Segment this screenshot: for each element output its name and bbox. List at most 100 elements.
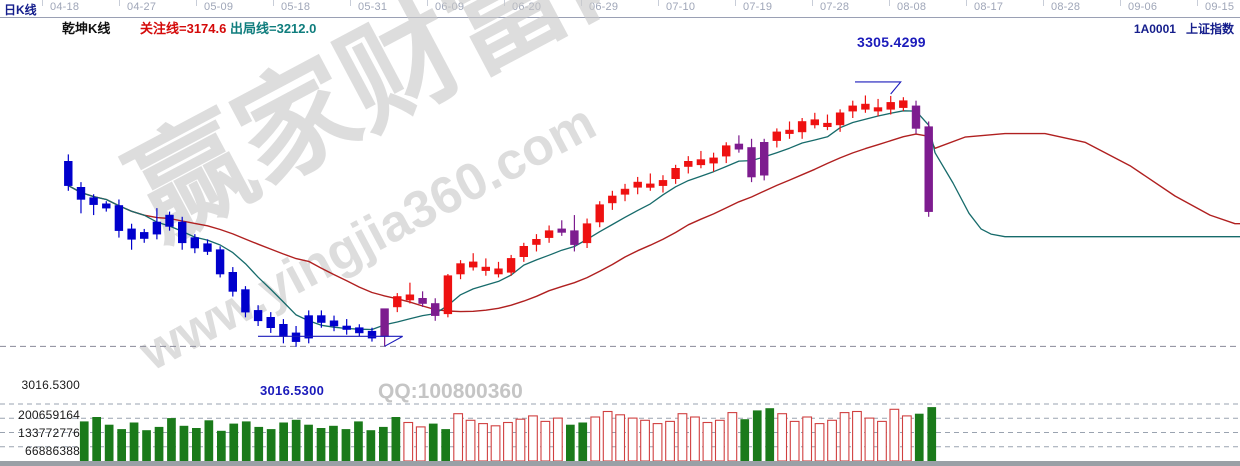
volume-bar xyxy=(490,425,501,462)
candle-body xyxy=(443,275,453,315)
volume-bar xyxy=(217,430,226,462)
focus-line-label: 关注线=3174.6 xyxy=(140,21,227,36)
volume-bar xyxy=(566,424,575,461)
candle-body xyxy=(734,143,744,150)
candle-body xyxy=(367,330,377,339)
exit-line-label: 出局线=3212.0 xyxy=(230,21,317,36)
low-leader-line xyxy=(258,335,403,347)
candle-body xyxy=(342,325,351,330)
date-axis-tick: 08-08 xyxy=(897,1,927,13)
volume-bar xyxy=(341,429,351,461)
volume-bar xyxy=(714,419,725,462)
candle-body xyxy=(519,246,529,258)
volume-bar xyxy=(329,425,338,461)
volume-bar xyxy=(590,416,601,462)
date-axis-separator xyxy=(889,0,890,6)
volume-bar xyxy=(167,418,176,461)
volume-bar xyxy=(503,421,513,462)
candle-body xyxy=(329,320,339,327)
volume-chart-pane[interactable] xyxy=(0,396,1240,466)
volume-bar xyxy=(777,413,788,462)
price-chart-pane[interactable] xyxy=(0,26,1240,396)
candle-body xyxy=(481,266,490,271)
volume-bar xyxy=(852,410,862,462)
candle-body xyxy=(633,181,642,188)
date-axis: 日K线 04-18 04-27 05-09 05-18 05-31 06-09 06-20 0… xyxy=(0,0,1240,18)
candle-body xyxy=(114,205,124,231)
volume-bar xyxy=(877,420,887,462)
volume-bar xyxy=(241,421,251,461)
volume-bar xyxy=(478,423,488,462)
volume-bar xyxy=(142,430,151,461)
candle-body xyxy=(709,157,718,164)
candle-body xyxy=(215,249,225,275)
candle-body xyxy=(165,214,174,227)
volume-bar xyxy=(727,412,738,462)
date-axis-separator xyxy=(504,0,505,6)
volume-bar xyxy=(354,421,363,461)
volume-scale-low: 66886388 xyxy=(25,444,80,458)
volume-bar xyxy=(428,423,438,461)
volume-bar xyxy=(179,425,189,461)
candle-body xyxy=(532,239,541,245)
volume-bar xyxy=(802,416,813,462)
date-axis-tick: 05-31 xyxy=(358,1,388,13)
volume-bar xyxy=(864,417,875,462)
candle-body xyxy=(886,102,895,110)
candle-body xyxy=(405,294,415,301)
candle-body xyxy=(355,327,364,334)
candle-body xyxy=(696,159,706,166)
volume-bar xyxy=(765,408,775,461)
candle-body xyxy=(178,221,187,244)
candle-body xyxy=(317,315,326,323)
candle-body xyxy=(468,261,478,268)
candle-body xyxy=(684,161,693,167)
volume-bar xyxy=(528,415,538,462)
candle-body xyxy=(291,332,301,342)
candle-body xyxy=(393,296,402,308)
candle-body xyxy=(620,188,630,195)
indicator-name-label: 乾坤K线 xyxy=(62,21,111,36)
candle-body xyxy=(772,131,782,141)
volume-bar xyxy=(927,407,937,461)
volume-bar xyxy=(665,420,675,462)
volume-scale-high: 200659164 xyxy=(18,408,80,422)
date-axis-separator xyxy=(735,0,736,6)
candle-body xyxy=(253,310,263,322)
date-axis-tick: 09-15 xyxy=(1205,1,1235,13)
date-axis-tick: 09-06 xyxy=(1128,1,1158,13)
candle-body xyxy=(266,316,275,328)
volume-bar xyxy=(615,414,626,462)
volume-bar xyxy=(677,413,688,462)
date-axis-tick: 06-09 xyxy=(435,1,465,13)
date-axis-separator xyxy=(581,0,582,6)
volume-bar xyxy=(515,418,526,462)
date-axis-separator xyxy=(196,0,197,6)
candle-body xyxy=(861,103,870,110)
volume-bar xyxy=(889,408,900,462)
date-axis-separator xyxy=(1120,0,1121,6)
date-axis-tick: 05-18 xyxy=(281,1,311,13)
candle-body xyxy=(544,230,554,238)
candle-body xyxy=(924,126,933,212)
volume-bar xyxy=(640,419,650,462)
candle-body xyxy=(582,223,592,244)
ma-slow-line xyxy=(67,132,1240,313)
volume-bar xyxy=(901,415,912,462)
candle-body xyxy=(127,228,136,240)
candle-body xyxy=(102,203,111,209)
date-axis-tick: 08-17 xyxy=(974,1,1004,13)
volume-bar xyxy=(291,419,301,462)
volume-bar xyxy=(752,410,762,461)
volume-bar xyxy=(578,422,588,461)
price-scale-low: 3016.5300 xyxy=(21,378,80,392)
volume-bar xyxy=(266,429,276,461)
volume-bar xyxy=(366,430,376,461)
date-axis-separator xyxy=(1043,0,1044,6)
symbol-code: 1A0001 xyxy=(1133,22,1176,36)
candle-body xyxy=(418,297,427,304)
candle-body xyxy=(595,204,604,223)
candle-body xyxy=(203,243,212,252)
volume-bar xyxy=(453,413,464,462)
